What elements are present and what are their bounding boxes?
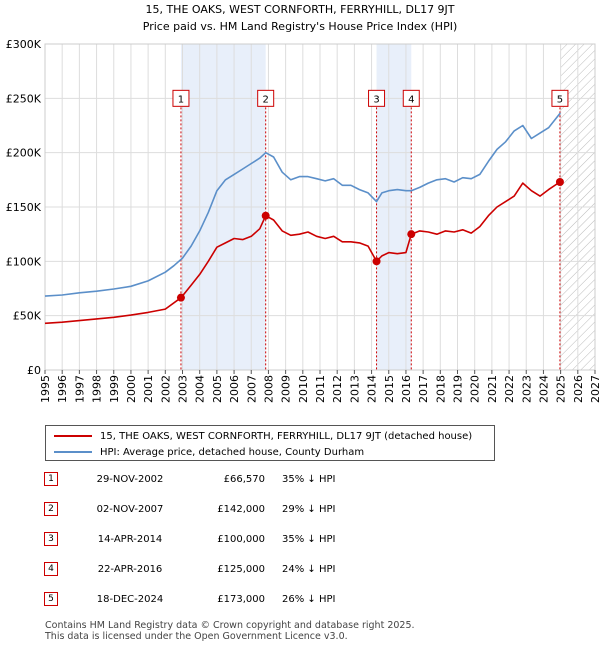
marker-label-5: 5 — [557, 94, 563, 105]
marker-box-1 — [172, 89, 190, 107]
x-tick-label: 2022 — [503, 375, 516, 403]
x-tick-label: 2024 — [537, 375, 550, 403]
marker-box-3 — [368, 89, 386, 107]
footer-copyright: Contains HM Land Registry data © Crown c… — [45, 620, 415, 631]
x-tick-label: 2014 — [366, 375, 379, 403]
x-tick-label: 2008 — [262, 375, 275, 403]
x-tick-label: 2004 — [194, 375, 207, 403]
price-chart: 1 2 3 4 5 £0 £50K £100K £150K £200K £250K £300K 1995… — [6, 3, 600, 403]
marker-label-1: 1 — [178, 94, 184, 105]
table-row: 3 14-APR-2014 £100,000 35% ↓ HPI — [0, 530, 600, 550]
sale-point-3 — [372, 257, 381, 266]
transaction-date: 22-APR-2016 — [97, 564, 163, 575]
legend-item-property: 15, THE OAKS, WEST CORNFORTH, FERRYHILL,… — [54, 428, 472, 444]
transaction-price: £100,000 — [217, 534, 265, 545]
marker-box-5 — [551, 89, 569, 107]
x-tick-label: 1999 — [108, 375, 121, 403]
x-tick-label: 2012 — [331, 375, 344, 403]
legend-swatch-hpi — [54, 451, 92, 453]
sale-point-4 — [407, 230, 416, 239]
y-tick-label: £0 — [27, 364, 41, 377]
x-tick-label: 1998 — [91, 375, 104, 403]
transaction-price: £66,570 — [223, 474, 265, 485]
table-row: 2 02-NOV-2007 £142,000 29% ↓ HPI — [0, 500, 600, 520]
x-tick-label: 2011 — [314, 375, 327, 403]
chart-subtitle: Price paid vs. HM Land Registry's House … — [143, 20, 458, 33]
x-tick-label: 2002 — [159, 375, 172, 403]
footer-licence: This data is licensed under the Open Gov… — [45, 631, 348, 642]
y-tick-label: £200K — [6, 147, 42, 160]
y-tick-label: £250K — [6, 92, 42, 105]
x-tick-label: 1997 — [73, 375, 86, 403]
marker-label-4: 4 — [408, 94, 414, 105]
sale-point-5 — [555, 178, 564, 187]
transaction-hpi: 26% ↓ HPI — [282, 594, 336, 605]
x-tick-label: 1995 — [39, 375, 52, 403]
x-tick-label: 2026 — [572, 375, 585, 403]
x-tick-label: 2017 — [417, 375, 430, 403]
x-tick-label: 2019 — [452, 375, 465, 403]
transaction-number: 3 — [44, 532, 58, 546]
footer: Contains HM Land Registry data © Crown c… — [45, 620, 415, 642]
marker-box-2 — [257, 89, 275, 107]
transaction-date: 18-DEC-2024 — [96, 594, 164, 605]
x-tick-label: 2001 — [142, 375, 155, 403]
table-row: 1 29-NOV-2002 £66,570 35% ↓ HPI — [0, 470, 600, 490]
transaction-date: 29-NOV-2002 — [96, 474, 164, 485]
x-tick-label: 2015 — [383, 375, 396, 403]
x-tick-label: 2020 — [469, 375, 482, 403]
transaction-hpi: 35% ↓ HPI — [282, 474, 336, 485]
x-tick-label: 2013 — [348, 375, 361, 403]
x-tick-label: 2003 — [177, 375, 190, 403]
legend-item-hpi: HPI: Average price, detached house, Coun… — [54, 444, 364, 460]
x-tick-label: 2010 — [297, 375, 310, 403]
property-series-line — [44, 181, 561, 325]
x-tick-label: 2000 — [125, 375, 138, 403]
transaction-number: 5 — [44, 592, 58, 606]
x-tick-label: 2006 — [228, 375, 241, 403]
legend-label-property: 15, THE OAKS, WEST CORNFORTH, FERRYHILL,… — [100, 430, 473, 442]
hpi-series-line — [44, 112, 561, 297]
marker-label-3: 3 — [373, 94, 379, 105]
x-tick-label: 2016 — [400, 375, 413, 403]
x-tick-label: 2005 — [211, 375, 224, 403]
x-tick-label: 2018 — [434, 375, 447, 403]
y-tick-label: £50K — [13, 310, 42, 323]
x-tick-label: 2021 — [486, 375, 499, 403]
chart-title: 15, THE OAKS, WEST CORNFORTH, FERRYHILL,… — [145, 3, 454, 16]
x-tick-label: 2009 — [280, 375, 293, 403]
x-tick-label: 1996 — [56, 375, 69, 403]
transaction-hpi: 35% ↓ HPI — [282, 534, 336, 545]
table-row: 4 22-APR-2016 £125,000 24% ↓ HPI — [0, 560, 600, 580]
legend-swatch-property — [54, 435, 92, 437]
transaction-date: 02-NOV-2007 — [96, 504, 164, 515]
transaction-hpi: 24% ↓ HPI — [282, 564, 336, 575]
y-tick-label: £150K — [6, 201, 42, 214]
x-tick-label: 2025 — [555, 375, 568, 403]
legend: 15, THE OAKS, WEST CORNFORTH, FERRYHILL,… — [45, 425, 495, 461]
sale-point-2 — [261, 211, 270, 220]
marker-box-4 — [402, 89, 420, 107]
transaction-price: £142,000 — [217, 504, 265, 515]
transaction-number: 2 — [44, 502, 58, 516]
x-tick-label: 2023 — [520, 375, 533, 403]
legend-label-hpi: HPI: Average price, detached house, Coun… — [100, 446, 365, 458]
sale-point-1 — [176, 293, 185, 302]
x-tick-label: 2007 — [245, 375, 258, 403]
x-tick-label: 2027 — [589, 375, 600, 403]
y-tick-label: £300K — [6, 38, 42, 51]
transaction-hpi: 29% ↓ HPI — [282, 504, 336, 515]
y-tick-label: £100K — [6, 255, 42, 268]
marker-label-2: 2 — [263, 94, 269, 105]
transaction-date: 14-APR-2014 — [97, 534, 163, 545]
transaction-number: 4 — [44, 562, 58, 576]
transaction-number: 1 — [44, 472, 58, 486]
transaction-price: £125,000 — [217, 564, 265, 575]
transaction-price: £173,000 — [217, 594, 265, 605]
table-row: 5 18-DEC-2024 £173,000 26% ↓ HPI — [0, 590, 600, 610]
